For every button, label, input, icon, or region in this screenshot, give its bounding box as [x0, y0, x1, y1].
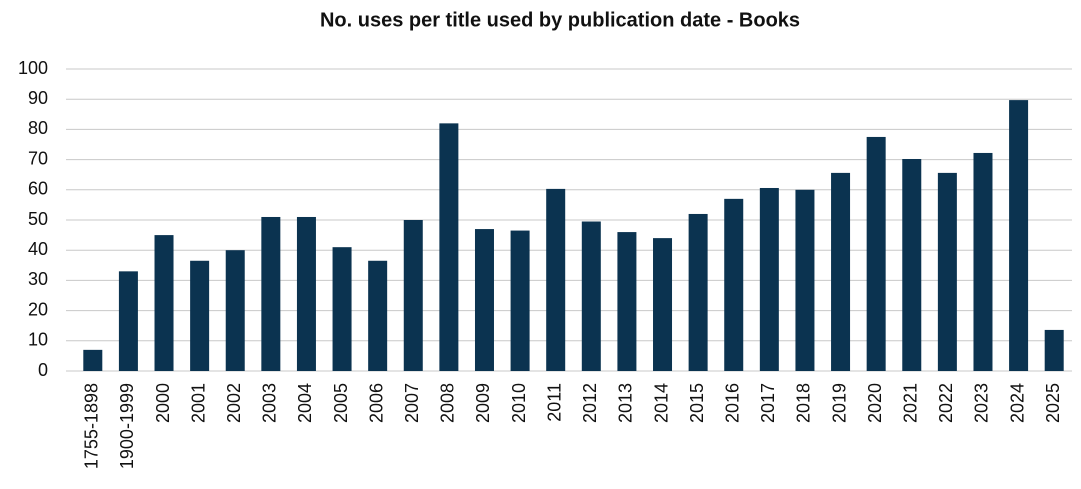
y-tick-label: 20	[28, 299, 48, 319]
x-tick-label: 2022	[936, 383, 956, 423]
bar	[581, 221, 601, 371]
bar	[795, 189, 815, 371]
y-tick-label: 30	[28, 269, 48, 289]
x-tick-label: 2002	[224, 383, 244, 423]
bar	[118, 271, 138, 371]
bar	[154, 235, 174, 371]
x-tick-label: 2011	[544, 383, 564, 422]
x-tick-label: 2024	[1007, 383, 1027, 423]
bar	[439, 123, 459, 371]
bar	[759, 187, 779, 371]
y-tick-label: 100	[18, 58, 48, 78]
bar	[83, 349, 103, 371]
x-tick-label: 2016	[722, 383, 742, 423]
x-tick-label: 2012	[580, 383, 600, 423]
bar	[332, 247, 352, 371]
x-tick-label: 2008	[438, 383, 458, 423]
bar	[546, 188, 566, 371]
x-tick-label: 2015	[687, 383, 707, 423]
x-tick-label: 2021	[901, 383, 921, 423]
bar	[973, 152, 993, 371]
y-tick-label: 70	[28, 148, 48, 168]
x-tick-label: 1900-1999	[117, 383, 137, 469]
x-tick-label: 2017	[758, 383, 778, 423]
x-tick-label: 2005	[331, 383, 351, 423]
bar	[688, 213, 708, 371]
y-tick-label: 0	[38, 360, 48, 380]
bar	[474, 229, 494, 371]
bar	[510, 230, 530, 371]
bar	[902, 158, 922, 371]
x-tick-label: 2009	[473, 383, 493, 423]
x-tick-label: 2023	[972, 383, 992, 423]
bar	[1044, 329, 1064, 371]
bar	[368, 260, 388, 371]
x-tick-label: 1755-1898	[82, 383, 102, 469]
bar	[724, 198, 744, 371]
x-tick-label: 2006	[366, 383, 386, 423]
x-tick-label: 2018	[794, 383, 814, 423]
y-tick-label: 50	[28, 209, 48, 229]
y-tick-label: 80	[28, 118, 48, 138]
x-tick-label: 2000	[153, 383, 173, 423]
y-tick-label: 10	[28, 330, 48, 350]
bar	[296, 216, 316, 371]
bar	[1009, 100, 1029, 371]
bar	[617, 232, 637, 371]
x-tick-label: 2013	[616, 383, 636, 423]
bar	[403, 220, 423, 371]
bar	[653, 238, 673, 371]
x-tick-label: 2010	[509, 383, 529, 423]
bar	[937, 172, 957, 371]
x-tick-label: 2003	[260, 383, 280, 423]
x-tick-label: 2025	[1043, 383, 1063, 423]
bar	[190, 260, 210, 371]
x-tick-label: 2020	[865, 383, 885, 423]
y-tick-label: 90	[28, 88, 48, 108]
y-tick-label: 40	[28, 239, 48, 259]
x-tick-label: 2004	[295, 383, 315, 423]
x-tick-label: 2019	[829, 383, 849, 423]
chart-title: No. uses per title used by publication d…	[320, 9, 800, 31]
y-tick-label: 60	[28, 179, 48, 199]
bar	[866, 136, 886, 371]
x-tick-label: 2007	[402, 383, 422, 423]
x-tick-label: 2014	[651, 383, 671, 423]
bar	[261, 216, 281, 371]
bar	[831, 172, 851, 371]
bar	[225, 250, 245, 371]
x-tick-label: 2001	[188, 383, 208, 423]
